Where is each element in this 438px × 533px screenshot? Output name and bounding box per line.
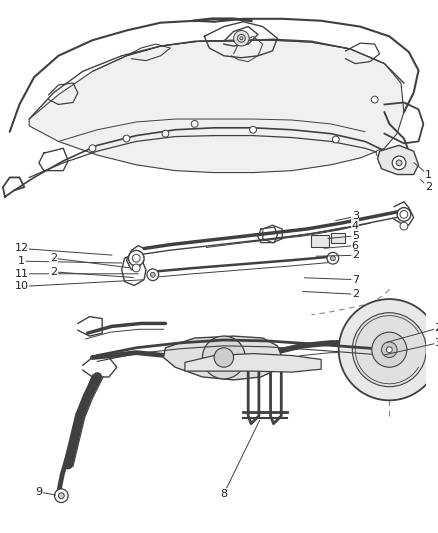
FancyBboxPatch shape xyxy=(311,235,329,247)
Circle shape xyxy=(202,336,245,379)
Text: 2: 2 xyxy=(50,267,57,277)
Polygon shape xyxy=(185,353,321,372)
Text: 6: 6 xyxy=(352,240,359,251)
Circle shape xyxy=(376,150,383,157)
Text: 10: 10 xyxy=(14,281,28,292)
Circle shape xyxy=(339,299,438,400)
Circle shape xyxy=(150,272,155,277)
Polygon shape xyxy=(29,40,404,173)
Circle shape xyxy=(386,347,392,353)
Text: 2: 2 xyxy=(434,324,438,333)
Text: 3: 3 xyxy=(434,338,438,348)
Text: 5: 5 xyxy=(352,231,359,241)
Circle shape xyxy=(162,130,169,137)
Circle shape xyxy=(400,211,408,219)
Circle shape xyxy=(89,145,96,152)
Circle shape xyxy=(132,264,140,272)
Circle shape xyxy=(396,160,402,166)
Text: 3: 3 xyxy=(352,212,359,221)
Circle shape xyxy=(240,37,243,40)
Text: 11: 11 xyxy=(14,269,28,279)
Circle shape xyxy=(133,255,139,261)
Text: 2: 2 xyxy=(352,251,359,260)
Circle shape xyxy=(371,96,378,103)
Circle shape xyxy=(397,208,411,221)
Text: 7: 7 xyxy=(352,274,359,285)
Text: 2: 2 xyxy=(50,253,57,263)
Circle shape xyxy=(237,34,245,42)
Circle shape xyxy=(381,342,397,358)
Circle shape xyxy=(352,313,426,387)
Circle shape xyxy=(132,254,140,262)
Circle shape xyxy=(233,30,249,46)
Text: 2: 2 xyxy=(425,182,432,192)
Circle shape xyxy=(147,269,159,280)
Polygon shape xyxy=(163,336,282,380)
Circle shape xyxy=(123,135,130,142)
Circle shape xyxy=(372,332,407,367)
Text: 9: 9 xyxy=(35,487,42,497)
Circle shape xyxy=(330,256,336,261)
Circle shape xyxy=(392,156,406,169)
Polygon shape xyxy=(378,146,418,174)
Text: 8: 8 xyxy=(220,489,227,499)
Circle shape xyxy=(332,136,339,143)
Circle shape xyxy=(250,126,257,133)
Circle shape xyxy=(327,253,339,264)
Text: 4: 4 xyxy=(352,221,359,231)
Circle shape xyxy=(58,493,64,499)
Circle shape xyxy=(214,348,233,367)
Text: 12: 12 xyxy=(14,244,28,254)
Text: 1: 1 xyxy=(425,169,432,180)
Circle shape xyxy=(128,251,144,266)
Circle shape xyxy=(191,120,198,127)
FancyBboxPatch shape xyxy=(331,233,345,243)
Text: 2: 2 xyxy=(352,289,359,299)
Circle shape xyxy=(400,222,408,230)
Circle shape xyxy=(54,489,68,503)
Text: 1: 1 xyxy=(18,256,25,266)
